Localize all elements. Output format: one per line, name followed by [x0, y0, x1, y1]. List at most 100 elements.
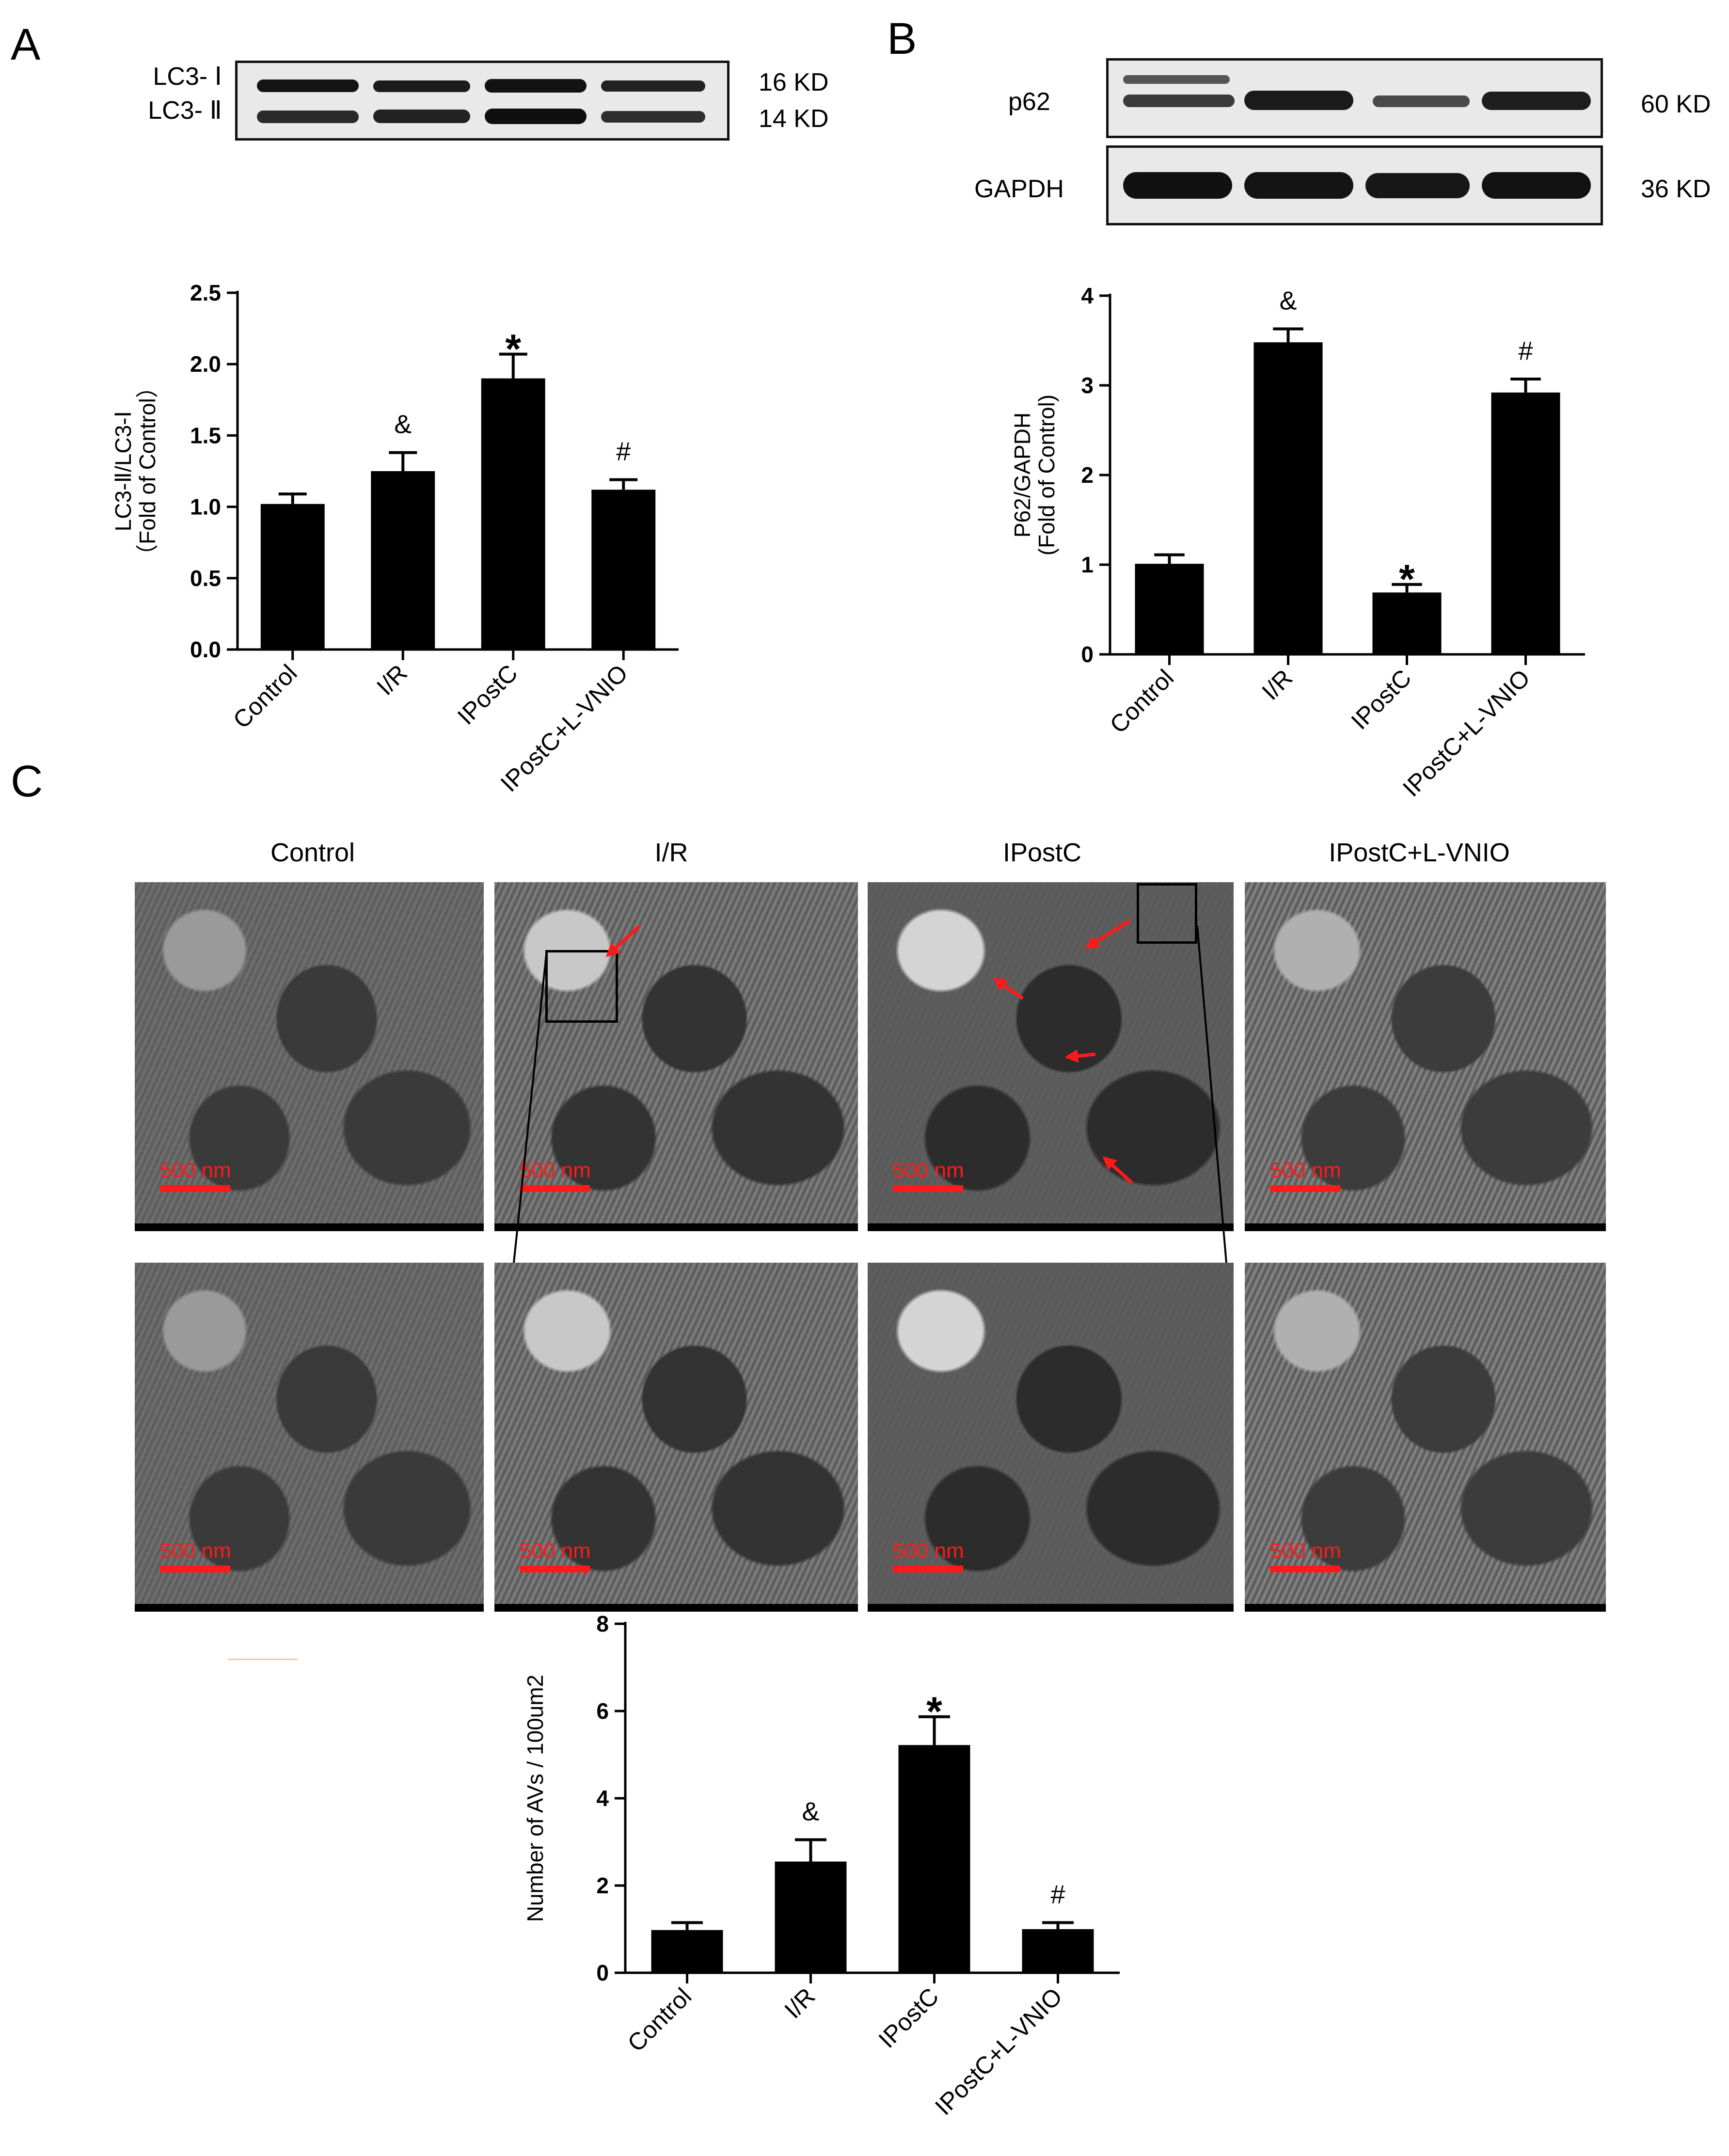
x-tick-label: Control — [622, 1982, 697, 2057]
significance-marker: & — [802, 1797, 819, 1826]
x-tick-label: I/R — [779, 1982, 820, 2024]
scale-bar — [160, 1566, 230, 1572]
em-image-ipostc-l-vnio-overview: 500 nm — [1245, 882, 1606, 1231]
y-tick-label: 3 — [1081, 373, 1094, 398]
bar — [651, 1930, 723, 1973]
scale-bar-label: 500 nm — [520, 1158, 591, 1182]
blot-a-label-lc3-i: LC3- Ⅰ — [153, 63, 222, 91]
red-arrow — [605, 924, 641, 957]
y-axis-label: LC3-Ⅱ/LC3-Ⅰ — [111, 411, 136, 531]
y-axis-label: Number of AVs / 100um2 — [523, 1675, 548, 1922]
em-image-control-overview: 500 nm — [135, 882, 484, 1231]
em-image-control-zoom: 500 nm — [135, 1263, 484, 1612]
western-blot-p62 — [1106, 58, 1603, 138]
y-axis-label: (Fold of Control) — [1034, 395, 1059, 555]
significance-marker: & — [1279, 286, 1297, 315]
bar — [1135, 564, 1204, 654]
significance-marker: # — [1050, 1880, 1065, 1909]
scale-bar-label: 500 nm — [1270, 1158, 1341, 1182]
em-col-title-ipostc: IPostC — [1002, 838, 1082, 867]
red-arrow — [1102, 1156, 1133, 1184]
bar — [260, 504, 325, 650]
scale-bar-label: 500 nm — [160, 1158, 231, 1182]
y-tick-label: 8 — [596, 1611, 609, 1636]
significance-marker: & — [394, 410, 412, 439]
x-tick-label: IPostC+L-VNIO — [930, 1982, 1067, 2120]
em-arrows — [605, 919, 1133, 1184]
red-arrow — [993, 977, 1024, 1000]
red-arrow — [1085, 919, 1130, 949]
blot-b-kd-36: 36 KD — [1641, 175, 1711, 203]
scale-bar — [160, 1185, 230, 1192]
y-tick-label: 0 — [596, 1960, 609, 1985]
blot-a-kd-16: 16 KD — [759, 68, 829, 96]
y-tick-label: 1 — [1081, 552, 1094, 577]
stray-mark — [228, 1659, 298, 1660]
scale-bar-label: 500 nm — [893, 1158, 964, 1182]
bar — [1022, 1929, 1094, 1973]
significance-marker: * — [926, 1689, 942, 1734]
blot-b-label-gapdh: GAPDH — [974, 175, 1064, 203]
y-tick-label: 1.5 — [190, 423, 221, 448]
scale-bar — [520, 1185, 590, 1192]
em-col-title-ipostc-lvnio: IPostC+L-VNIO — [1329, 838, 1510, 867]
bar — [1253, 342, 1323, 654]
y-tick-label: 2.5 — [190, 280, 221, 305]
y-tick-label: 0 — [1081, 642, 1094, 667]
bar — [1491, 392, 1560, 654]
panel-letter-c: C — [11, 757, 43, 806]
western-blot-gapdh — [1106, 145, 1603, 225]
y-tick-label: 0.0 — [190, 637, 221, 662]
y-tick-label: 1.0 — [190, 494, 221, 520]
red-arrow — [1064, 1049, 1096, 1063]
bar — [591, 490, 656, 650]
em-image-ipostc-l-vnio-zoom: 500 nm — [1245, 1263, 1606, 1612]
blot-a-kd-14: 14 KD — [759, 105, 829, 133]
bar — [1372, 592, 1442, 654]
em-image-i-r-zoom: 500 nm — [494, 1263, 858, 1612]
y-tick-label: 4 — [596, 1786, 609, 1811]
scale-bar-label: 500 nm — [893, 1539, 964, 1563]
blot-b-label-p62: p62 — [1008, 88, 1050, 116]
scale-bar — [520, 1566, 590, 1572]
bar — [371, 471, 435, 650]
bar-chart-lc3-ratio: 0.0 0.5 1.0 1.5 2.0 2.5 LC3-Ⅱ/LC3-Ⅰ（Fold of Co… — [111, 280, 679, 797]
y-tick-label: 4 — [1081, 283, 1094, 308]
blot-a-label-lc3-ii: LC3- Ⅱ — [148, 96, 222, 125]
y-tick-label: 0.5 — [190, 566, 221, 591]
x-tick-label: IPostC — [873, 1982, 944, 2053]
y-axis-label: （Fold of Control） — [135, 376, 160, 567]
em-image-i-r-overview: 500 nm — [494, 882, 858, 1231]
zoom-region-box-ir — [545, 950, 618, 1023]
scale-bar — [1270, 1185, 1340, 1192]
bar — [898, 1745, 970, 1973]
em-image-ipostc-overview: 500 nm — [868, 882, 1234, 1231]
zoom-connector-lines — [513, 925, 1227, 1263]
scale-bar — [893, 1566, 963, 1572]
panel-letter-b: B — [887, 14, 917, 63]
significance-marker: # — [1518, 336, 1533, 365]
significance-marker: # — [616, 437, 631, 466]
y-tick-label: 2 — [596, 1873, 609, 1898]
y-tick-label: 6 — [596, 1698, 609, 1724]
significance-marker: * — [505, 326, 521, 372]
scale-bar-label: 500 nm — [160, 1539, 231, 1563]
bar — [775, 1861, 847, 1973]
western-blot-lc3 — [235, 61, 730, 141]
y-tick-label: 2 — [1081, 462, 1094, 488]
bar-chart-av-count: 0 2 4 6 8 Number of AVs / 100um2 Control & I/R * I… — [523, 1611, 1120, 2120]
scale-bar-label: 500 nm — [1270, 1539, 1341, 1563]
em-image-ipostc-zoom: 500 nm — [868, 1263, 1234, 1612]
scale-bar — [893, 1185, 963, 1192]
zoom-region-box-ipostc — [1137, 883, 1197, 944]
y-tick-label: 2.0 — [190, 351, 221, 377]
blot-b-kd-60: 60 KD — [1641, 90, 1711, 118]
y-axis-label: P62/GAPDH — [1010, 412, 1035, 538]
scale-bar — [1270, 1566, 1340, 1572]
panel-letter-a: A — [11, 20, 41, 69]
bar — [481, 378, 545, 650]
significance-marker: * — [1399, 556, 1415, 602]
em-col-title-ir: I/R — [654, 838, 688, 867]
scale-bar-label: 500 nm — [520, 1539, 591, 1563]
